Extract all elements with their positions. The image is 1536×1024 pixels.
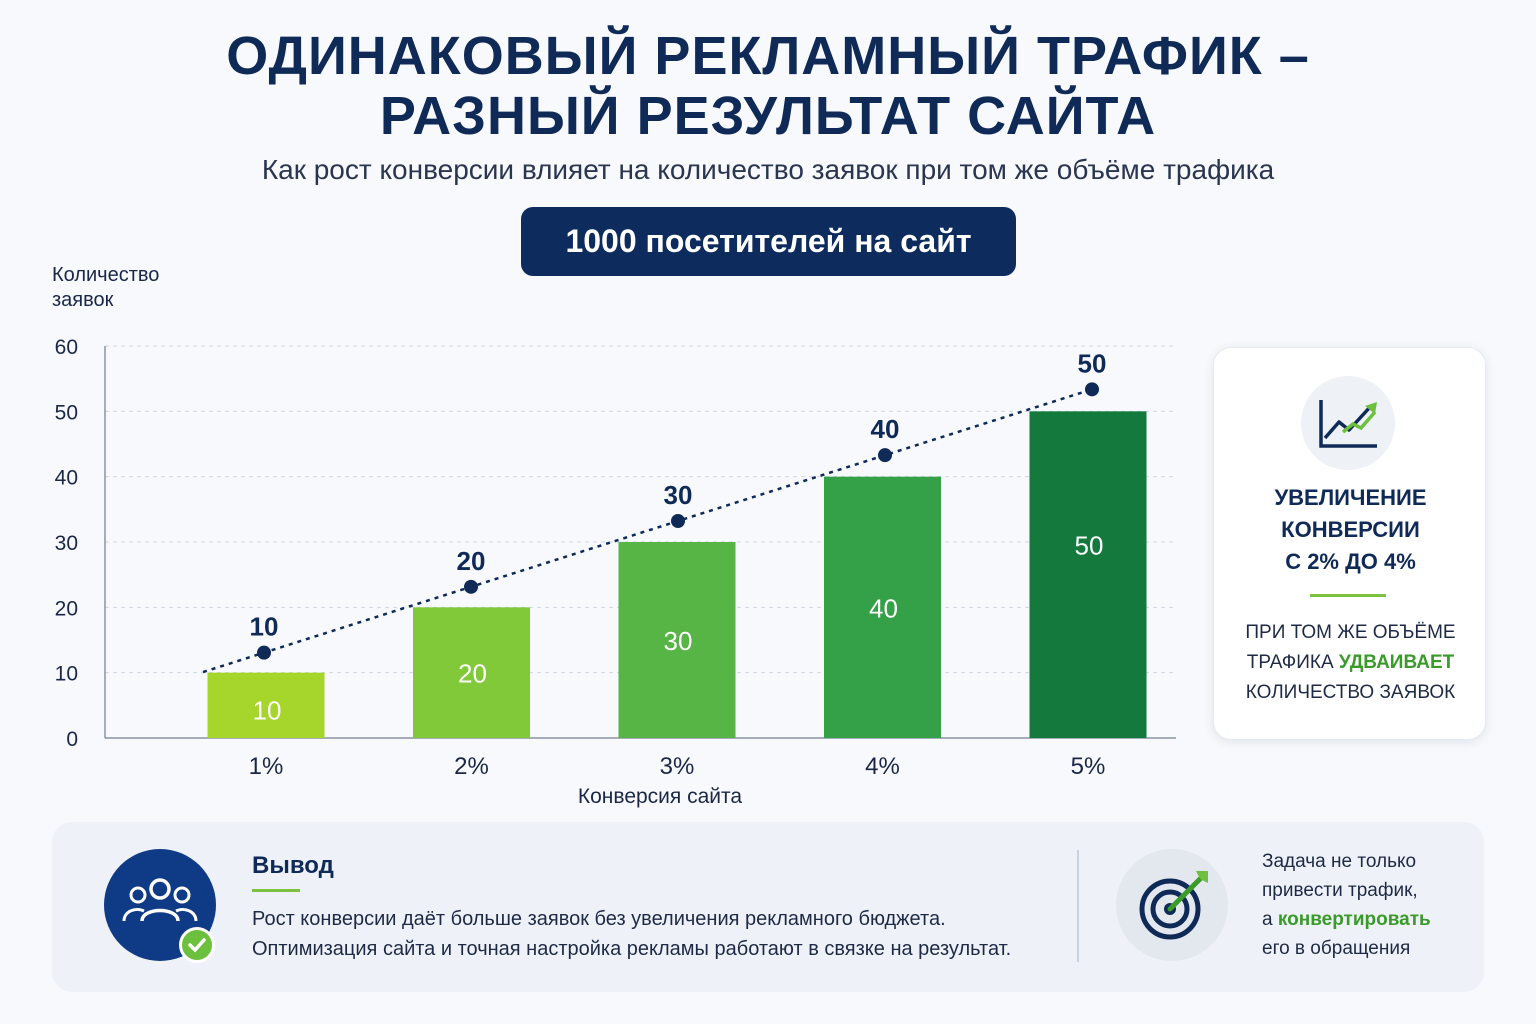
bar-value-label: 10 xyxy=(253,695,282,725)
y-tick-label: 50 xyxy=(55,401,78,424)
bar xyxy=(824,476,941,738)
task-line: его в обращения xyxy=(1262,938,1411,959)
y-tick-label: 40 xyxy=(55,467,78,490)
bar-value-label: 40 xyxy=(869,593,898,623)
insight-text: ПРИ ТОМ ЖЕ ОБЪЁМЕ ТРАФИКА УДВАИВАЕТ КОЛИ… xyxy=(1214,618,1487,708)
y-tick-label: 0 xyxy=(66,728,78,751)
y-tick-label: 10 xyxy=(55,663,78,686)
insight-text-pre: ТРАФИКА xyxy=(1246,652,1339,673)
insight-heading: УВЕЛИЧЕНИЕ КОНВЕРСИИ С 2% ДО 4% xyxy=(1214,482,1487,578)
trend-point-label: 20 xyxy=(457,546,486,576)
insight-divider xyxy=(1310,594,1386,597)
title-line-1: ОДИНАКОВЫЙ РЕКЛАМНЫЙ ТРАФИК – xyxy=(226,26,1310,86)
insight-heading-line: С 2% ДО 4% xyxy=(1285,549,1416,574)
check-icon xyxy=(179,927,215,963)
bar xyxy=(618,542,736,738)
task-line: а конвертировать xyxy=(1262,905,1431,934)
trend-point xyxy=(464,579,478,594)
insight-card: УВЕЛИЧЕНИЕ КОНВЕРСИИ С 2% ДО 4% ПРИ ТОМ … xyxy=(1213,347,1486,740)
trend-point-label: 30 xyxy=(664,480,693,510)
conclusion-divider xyxy=(252,889,300,892)
page-title: ОДИНАКОВЫЙ РЕКЛАМНЫЙ ТРАФИК – РАЗНЫЙ РЕЗ… xyxy=(0,26,1536,146)
task-highlight: конвертировать xyxy=(1277,909,1431,930)
insight-text-line: ПРИ ТОМ ЖЕ ОБЪЁМЕ xyxy=(1245,622,1456,643)
conclusion-line: Оптимизация сайта и точная настройка рек… xyxy=(252,938,1012,960)
bar xyxy=(413,607,530,738)
insight-text-line: ТРАФИКА УДВАИВАЕТ xyxy=(1214,648,1487,678)
bar xyxy=(1029,411,1147,738)
target-arrow-icon xyxy=(1116,849,1228,961)
bar xyxy=(207,672,325,738)
x-tick-label: 5% xyxy=(1071,753,1106,780)
insight-highlight: УДВАИВАЕТ xyxy=(1338,652,1455,673)
y-tick-label: 60 xyxy=(55,336,78,359)
page-subtitle: Как рост конверсии влияет на количество … xyxy=(261,154,1275,185)
task-text: Задача не только привести трафик, а конв… xyxy=(1262,847,1431,963)
insight-heading-line: КОНВЕРСИИ xyxy=(1281,517,1420,542)
trend-point xyxy=(257,645,271,660)
trend-point xyxy=(671,514,685,528)
x-tick-label: 3% xyxy=(660,753,695,780)
trend-point xyxy=(878,448,892,463)
rising-chart-icon xyxy=(1301,376,1395,470)
y-tick-label: 30 xyxy=(55,532,78,555)
bar-value-label: 20 xyxy=(458,659,487,689)
task-line: Задача не только xyxy=(1262,851,1417,872)
conclusion-text: Рост конверсии даёт больше заявок без ув… xyxy=(252,904,1011,964)
conclusion-heading: Вывод xyxy=(252,852,334,879)
y-axis-label: Количество заявок xyxy=(52,264,160,311)
conclusion-line: Рост конверсии даёт больше заявок без ув… xyxy=(252,908,946,930)
task-line: привести трафик, xyxy=(1262,880,1418,901)
bar-value-label: 30 xyxy=(664,626,693,656)
conclusion-panel: Вывод Рост конверсии даёт больше заявок … xyxy=(52,822,1484,992)
insight-heading-line: УВЕЛИЧЕНИЕ xyxy=(1274,485,1427,510)
visitors-badge: 1000 посетителей на сайт xyxy=(521,207,1016,276)
trend-line xyxy=(202,388,1093,674)
task-text-pre: а xyxy=(1262,909,1278,930)
x-tick-label: 1% xyxy=(249,753,284,780)
y-tick-label: 20 xyxy=(55,597,78,620)
insight-text-line: КОЛИЧЕСТВО ЗАЯВОК xyxy=(1245,682,1456,703)
trend-point xyxy=(1085,382,1099,397)
vertical-divider xyxy=(1077,850,1079,962)
trend-point-label: 50 xyxy=(1078,348,1107,378)
title-line-2: РАЗНЫЙ РЕЗУЛЬТАТ САЙТА xyxy=(379,86,1157,146)
x-axis-label: Конверсия сайта xyxy=(577,785,743,808)
x-tick-label: 2% xyxy=(454,753,489,780)
trend-point-label: 40 xyxy=(871,414,900,444)
bar-value-label: 50 xyxy=(1075,531,1104,561)
trend-point-label: 10 xyxy=(250,612,279,642)
x-tick-label: 4% xyxy=(865,753,900,780)
